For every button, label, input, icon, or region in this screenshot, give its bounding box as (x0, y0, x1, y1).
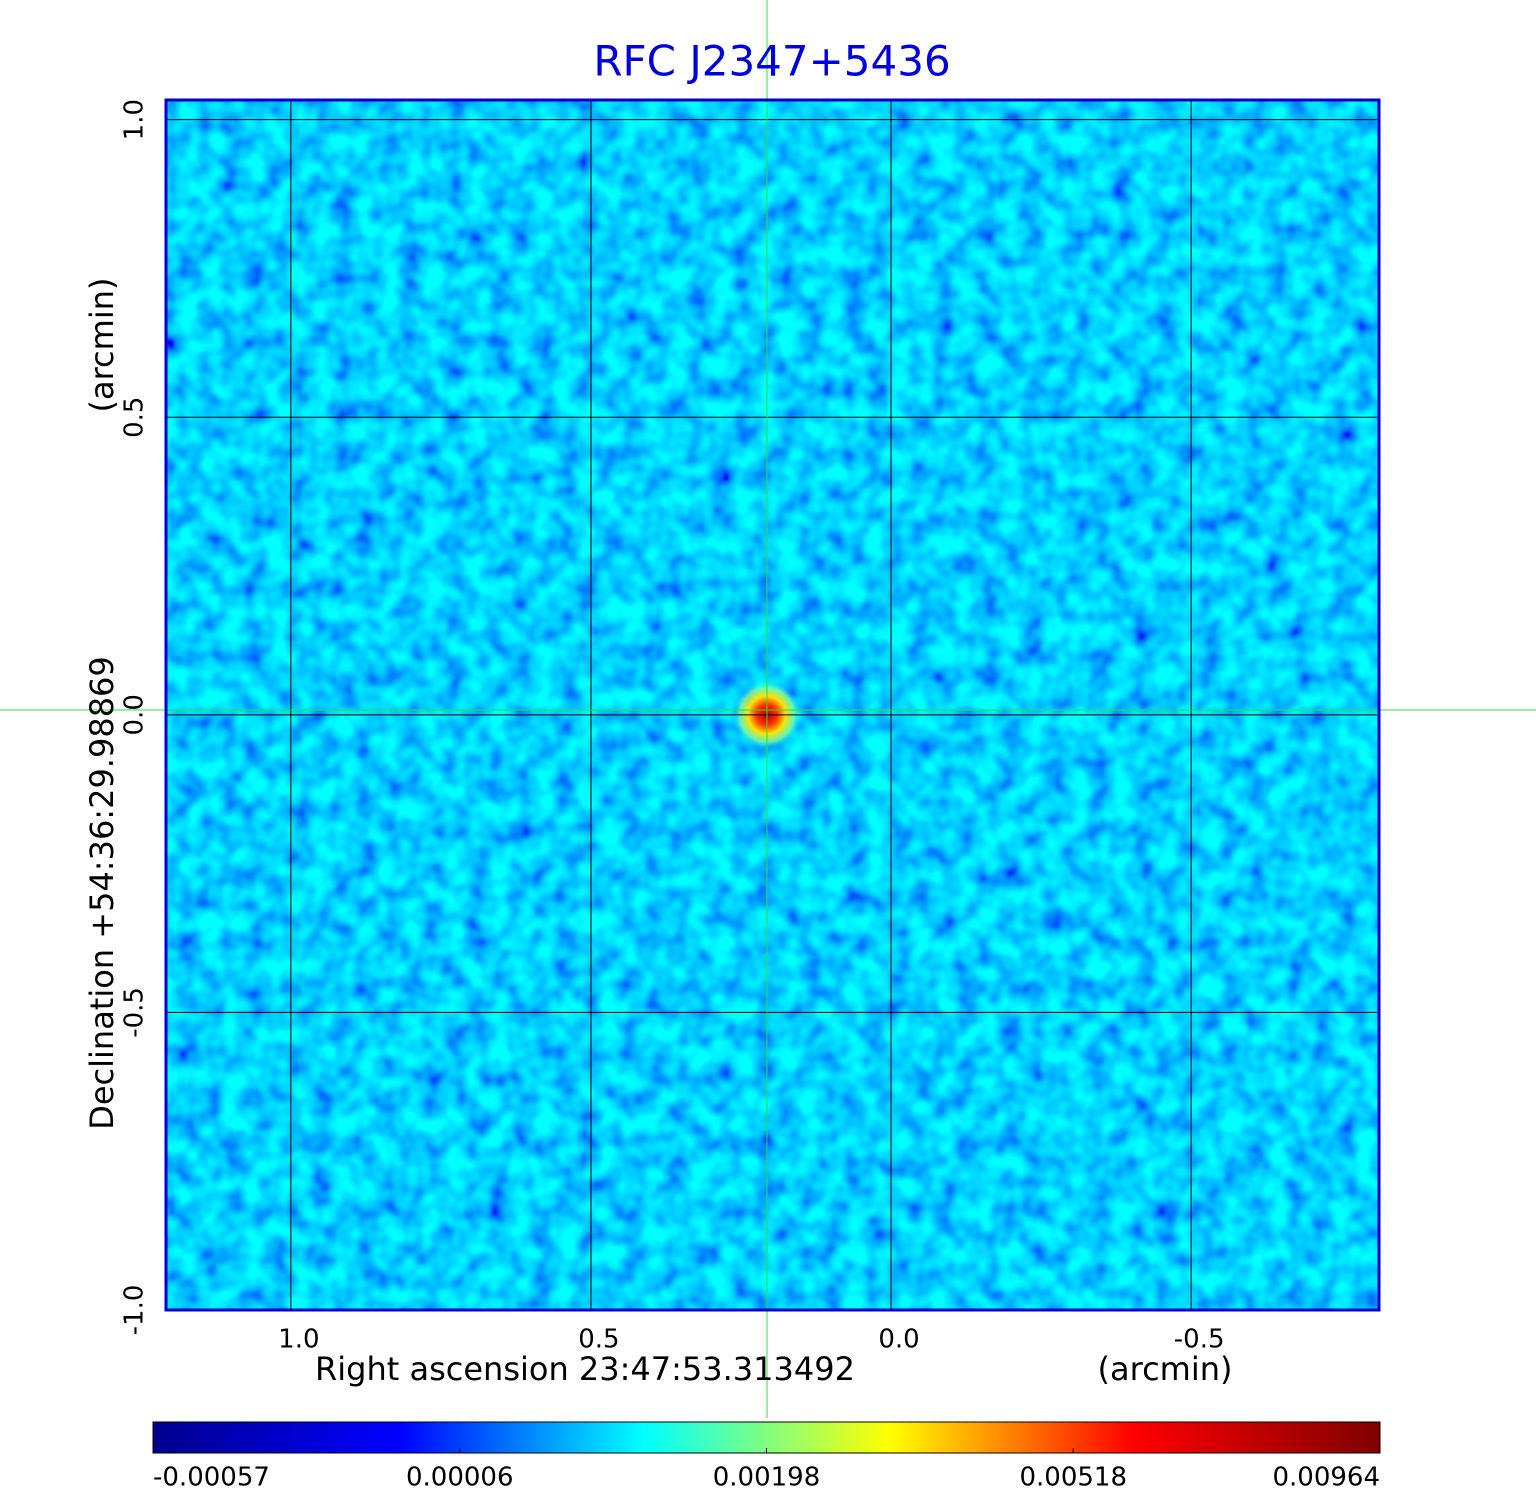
y-axis-unit: (arcmin) (83, 278, 121, 413)
x-tick-label: 0.0 (878, 1325, 919, 1355)
colorbar-tick-label: 0.00198 (713, 1463, 821, 1493)
y-tick-label: 0.0 (120, 694, 150, 735)
colorbar-tick-label: -0.00057 (153, 1463, 270, 1493)
x-tick-label: 1.0 (278, 1325, 319, 1355)
y-tick-label: -1.0 (120, 1285, 150, 1336)
x-axis-label: Right ascension 23:47:53.313492 (315, 1350, 855, 1388)
x-axis-unit: (arcmin) (1098, 1350, 1233, 1388)
colorbar-tick-label: 0.00964 (1272, 1463, 1380, 1493)
y-tick-label: 1.0 (120, 99, 150, 140)
colorbar (152, 1421, 1381, 1454)
y-tick-label: -0.5 (120, 987, 150, 1038)
y-tick-label: 0.5 (120, 397, 150, 438)
chart-title: RFC J2347+5436 (593, 37, 950, 86)
y-axis-label: Declination +54:36:29.98869 (83, 656, 121, 1130)
colorbar-tick-label: 0.00518 (1019, 1463, 1127, 1493)
plot-frame (164, 98, 1381, 1312)
x-tick-label: 0.5 (578, 1325, 619, 1355)
colorbar-tick-label: 0.00006 (406, 1463, 514, 1493)
x-tick-label: -0.5 (1174, 1325, 1225, 1355)
